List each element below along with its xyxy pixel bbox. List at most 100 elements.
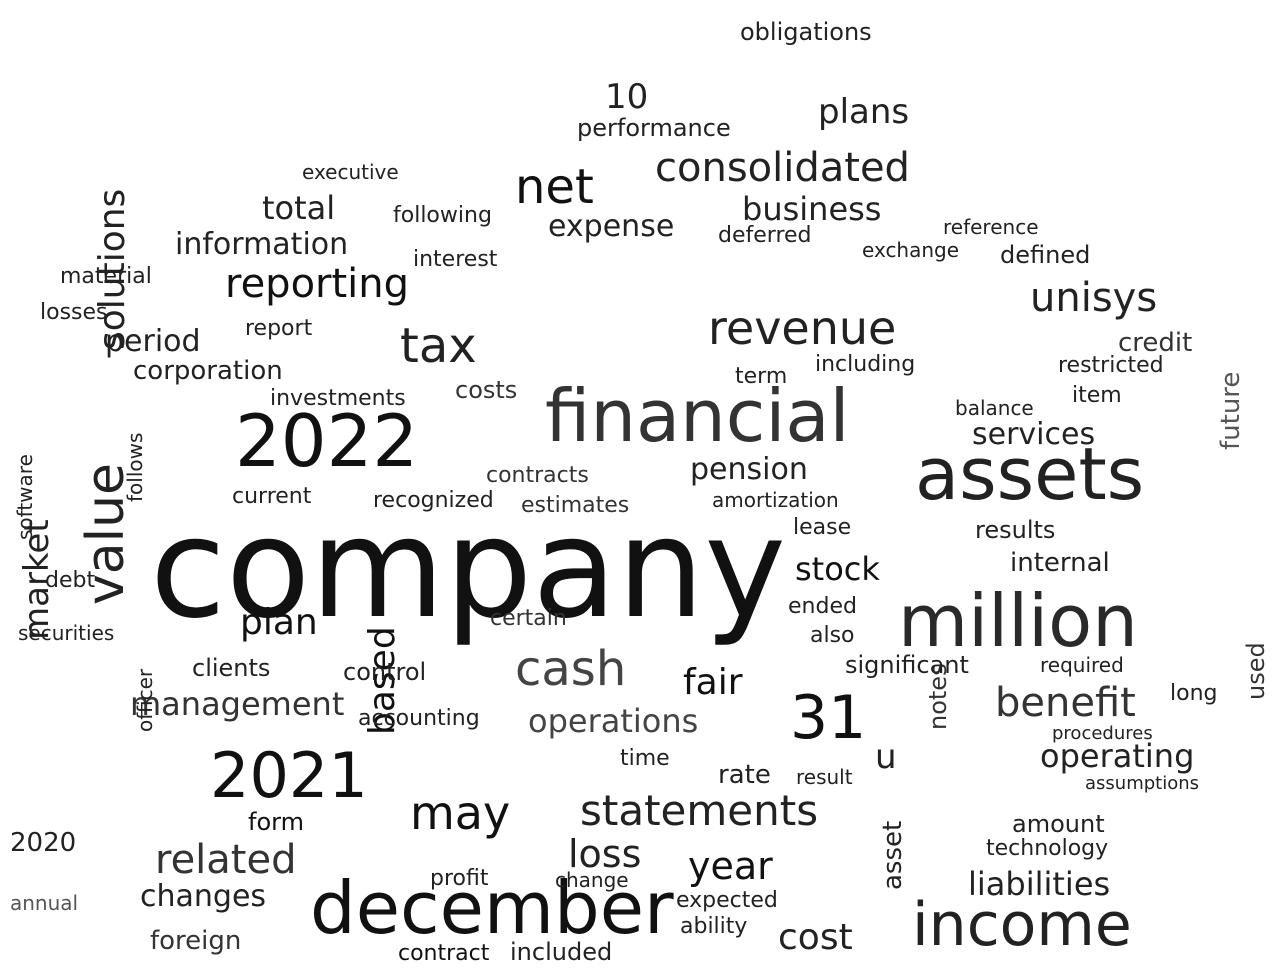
word-interest: interest [413,247,498,272]
word-significant: significant [845,651,969,679]
word-debt: debt [45,568,96,593]
word-long: long [1170,681,1218,706]
word-ended: ended [788,594,857,619]
word-total: total [262,189,336,227]
word-required: required [1040,653,1124,677]
word-unisys: unisys [1030,275,1158,321]
word-future: future [1216,371,1246,450]
word-balance: balance [955,396,1034,420]
word-assets: assets [915,432,1145,516]
word-restricted: restricted [1058,353,1164,378]
word-operating: operating [1040,737,1195,775]
word-2022: 2022 [235,399,419,483]
word-results: results [975,516,1056,544]
word-changes: changes [140,879,267,914]
word-contracts: contracts [486,463,589,488]
word-accounting: accounting [358,706,480,731]
word-follows: follows [123,432,147,502]
word-material: material [60,264,152,289]
word-million: million [898,579,1138,663]
word-financial: financial [545,374,850,458]
word-change: change [555,868,629,892]
word-10: 10 [605,77,649,117]
word-information: information [175,227,349,262]
word-assumptions: assumptions [1085,773,1200,794]
word-control: control [343,658,427,686]
word-related: related [155,837,297,883]
word-procedures: procedures [1052,723,1153,744]
word-ability: ability [680,914,748,939]
word-revenue: revenue [708,301,897,355]
word-consolidated: consolidated [655,145,910,191]
word-result: result [796,765,853,789]
word-securities: securities [18,621,115,645]
word-software: software [13,454,37,540]
word-defined: defined [1000,241,1091,269]
word-management: management [130,685,345,723]
word-expense: expense [548,209,675,244]
word-certain: certain [490,606,567,631]
word-time: time [620,746,670,771]
word-2021: 2021 [210,739,368,812]
word-corporation: corporation [133,356,283,386]
word-technology: technology [986,836,1109,861]
word-tax: tax [400,318,477,374]
word-amortization: amortization [712,488,839,512]
word-exchange: exchange [862,238,960,262]
word-obligations: obligations [740,18,872,46]
word-net: net [515,159,594,215]
word-loss: loss [568,832,642,876]
word-deferred: deferred [718,223,812,248]
word-u: u [875,737,897,777]
word-benefit: benefit [995,680,1136,726]
word-31: 31 [790,683,867,753]
word-used: used [1242,642,1270,700]
word-period: period [105,324,201,359]
word-statements: statements [580,786,819,835]
word-fair: fair [683,662,743,703]
word-liabilities: liabilities [968,865,1111,903]
word-investments: investments [270,386,406,411]
word-asset: asset [878,820,908,890]
word-cash: cash [515,641,627,697]
word-losses: losses [40,300,108,325]
word-costs: costs [455,376,518,404]
word-company: company [150,488,787,649]
word-contract: contract [398,941,490,966]
word-term: term [735,364,788,389]
word-also: also [810,623,855,648]
word-item: item [1072,383,1122,408]
word-clients: clients [192,654,271,682]
word-annual: annual [10,891,79,915]
word-year: year [688,844,773,888]
word-amount: amount [1012,810,1105,838]
word-income: income [912,890,1132,960]
word-services: services [972,417,1096,452]
word-estimates: estimates [521,493,630,518]
word-report: report [245,316,313,341]
word-reference: reference [943,215,1039,239]
word-profit: profit [430,866,489,891]
word-2020: 2020 [10,828,77,858]
word-reporting: reporting [225,261,410,307]
word-stock: stock [795,550,880,588]
word-may: may [410,786,511,840]
word-pension: pension [690,452,808,487]
word-foreign: foreign [150,926,242,956]
word-cost: cost [778,917,853,958]
word-plans: plans [818,92,910,132]
word-current: current [232,484,312,509]
word-executive: executive [302,160,399,184]
word-included: included [510,938,613,966]
word-business: business [742,190,882,228]
word-credit: credit [1118,328,1193,358]
word-plan: plan [240,602,318,643]
word-officer: officer [133,668,157,732]
word-rate: rate [718,760,771,790]
word-expected: expected [676,888,778,913]
word-december: december [310,866,674,950]
word-form: form [248,808,304,836]
word-recognized: recognized [373,488,494,513]
word-performance: performance [577,114,731,142]
